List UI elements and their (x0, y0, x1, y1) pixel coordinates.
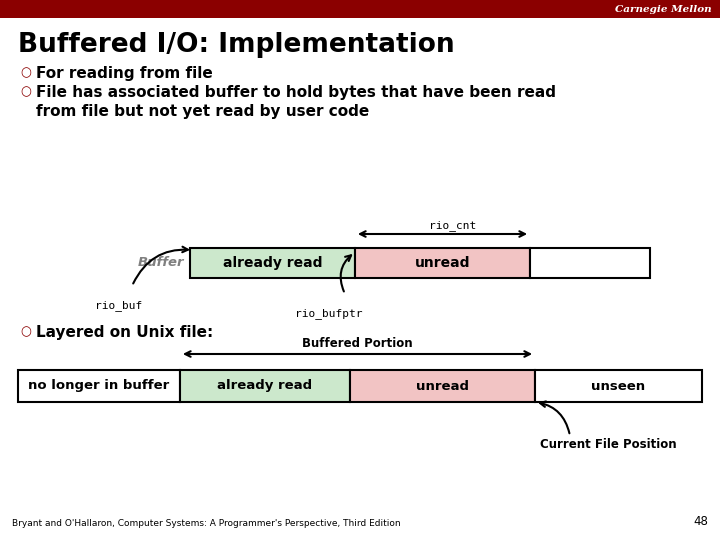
Text: File has associated buffer to hold bytes that have been read: File has associated buffer to hold bytes… (36, 85, 556, 100)
Text: Carnegie Mellon: Carnegie Mellon (616, 4, 712, 14)
Bar (530, 248, 650, 278)
Bar (355, 248, 530, 278)
Text: ○: ○ (20, 85, 31, 98)
Text: Buffered I/O: Implementation: Buffered I/O: Implementation (18, 32, 454, 58)
Text: already read: already read (217, 380, 312, 393)
Text: no longer in buffer: no longer in buffer (28, 380, 170, 393)
Bar (18, 370, 180, 402)
Text: rio_cnt: rio_cnt (429, 220, 476, 231)
Text: For reading from file: For reading from file (36, 66, 212, 81)
Text: 48: 48 (693, 515, 708, 528)
Text: from file but not yet read by user code: from file but not yet read by user code (36, 104, 369, 119)
Text: unseen: unseen (591, 380, 646, 393)
Text: unread: unread (416, 380, 469, 393)
Bar (180, 370, 350, 402)
Text: ○: ○ (20, 66, 31, 79)
Bar (350, 370, 535, 402)
Bar (0, 0, 720, 18)
Text: unread: unread (415, 256, 470, 270)
Text: ○: ○ (20, 325, 31, 338)
Text: Bryant and O'Hallaron, Computer Systems: A Programmer's Perspective, Third Editi: Bryant and O'Hallaron, Computer Systems:… (12, 519, 400, 528)
Text: already read: already read (222, 256, 323, 270)
Text: Buffer: Buffer (138, 256, 184, 269)
Bar (190, 248, 355, 278)
Text: Buffered Portion: Buffered Portion (302, 337, 413, 350)
Text: rio_bufptr: rio_bufptr (295, 308, 362, 319)
Bar (535, 370, 702, 402)
Text: Layered on Unix file:: Layered on Unix file: (36, 325, 213, 340)
Text: rio_buf: rio_buf (95, 300, 143, 311)
Text: Current File Position: Current File Position (540, 438, 677, 451)
